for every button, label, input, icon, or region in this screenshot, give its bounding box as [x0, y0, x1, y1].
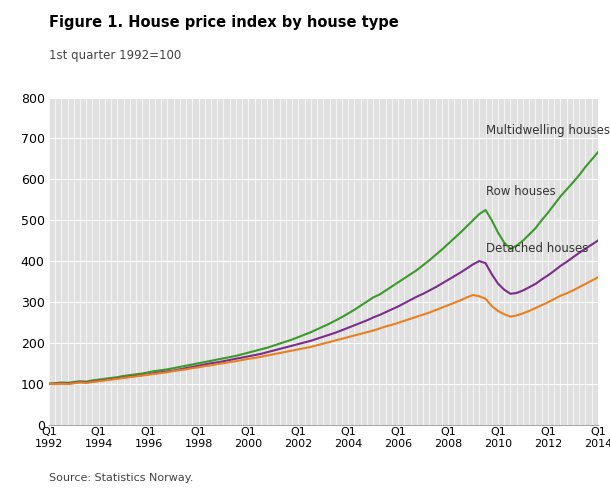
Text: 1st quarter 1992=100: 1st quarter 1992=100	[49, 49, 181, 62]
Text: Row houses: Row houses	[486, 185, 555, 198]
Text: Figure 1. House price index by house type: Figure 1. House price index by house typ…	[49, 15, 398, 30]
Text: Multidwelling houses: Multidwelling houses	[486, 124, 609, 137]
Text: Detached houses: Detached houses	[486, 243, 588, 255]
Text: Source: Statistics Norway.: Source: Statistics Norway.	[49, 473, 193, 483]
